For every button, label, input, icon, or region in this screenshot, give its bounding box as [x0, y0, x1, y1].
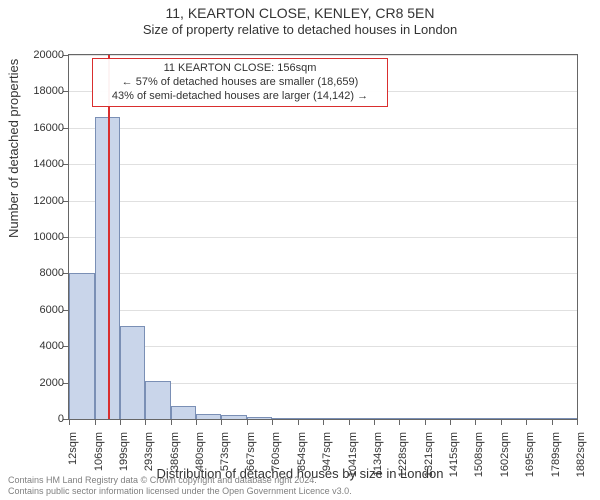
gridline-h — [69, 164, 577, 165]
ytick-label: 10000 — [14, 231, 64, 243]
xtick-label: 1415sqm — [448, 432, 460, 492]
histogram-bar — [323, 418, 349, 419]
xtick-mark — [272, 420, 273, 425]
ytick-label: 6000 — [14, 304, 64, 316]
xtick-mark — [552, 420, 553, 425]
xtick-label: 1695sqm — [524, 432, 536, 492]
histogram-bar — [526, 418, 552, 419]
xtick-mark — [69, 420, 70, 425]
histogram-bar — [120, 326, 146, 419]
ytick-label: 2000 — [14, 377, 64, 389]
property-marker-line — [108, 55, 110, 419]
histogram-bar — [552, 418, 577, 419]
annotation-box: 11 KEARTON CLOSE: 156sqm← 57% of detache… — [92, 58, 388, 107]
annotation-line: ← 57% of detached houses are smaller (18… — [99, 76, 381, 90]
chart-subtitle: Size of property relative to detached ho… — [0, 21, 600, 37]
annotation-line: 43% of semi-detached houses are larger (… — [99, 90, 381, 104]
xtick-label: 1508sqm — [473, 432, 485, 492]
xtick-label: 1134sqm — [372, 432, 384, 492]
xtick-label: 1789sqm — [550, 432, 562, 492]
chart-title: 11, KEARTON CLOSE, KENLEY, CR8 5EN — [0, 0, 600, 21]
histogram-bar — [450, 418, 475, 419]
gridline-h — [69, 273, 577, 274]
xtick-mark — [374, 420, 375, 425]
gridline-h — [69, 128, 577, 129]
gridline-h — [69, 310, 577, 311]
gridline-h — [69, 201, 577, 202]
xtick-label: 1321sqm — [423, 432, 435, 492]
xtick-mark — [120, 420, 121, 425]
histogram-bar — [69, 273, 95, 419]
xtick-mark — [425, 420, 426, 425]
histogram-bar — [399, 418, 424, 419]
histogram-bar — [425, 418, 451, 419]
histogram-bar — [298, 418, 323, 419]
xtick-mark — [399, 420, 400, 425]
xtick-mark — [323, 420, 324, 425]
xtick-mark — [145, 420, 146, 425]
histogram-bar — [501, 418, 526, 419]
xtick-mark — [577, 420, 578, 425]
plot-area — [68, 54, 578, 420]
histogram-bar — [145, 381, 170, 419]
annotation-line: 11 KEARTON CLOSE: 156sqm — [99, 62, 381, 76]
histogram-bar — [171, 406, 197, 419]
xtick-mark — [171, 420, 172, 425]
ytick-label: 8000 — [14, 267, 64, 279]
xtick-mark — [475, 420, 476, 425]
xtick-label: 1602sqm — [499, 432, 511, 492]
attribution-text: Contains HM Land Registry data © Crown c… — [8, 475, 352, 497]
ytick-label: 16000 — [14, 122, 64, 134]
ytick-label: 14000 — [14, 158, 64, 170]
xtick-label: 1228sqm — [397, 432, 409, 492]
attribution-line2: Contains public sector information licen… — [8, 486, 352, 497]
xtick-label: 1882sqm — [575, 432, 587, 492]
ytick-label: 12000 — [14, 195, 64, 207]
xtick-mark — [501, 420, 502, 425]
histogram-bar — [475, 418, 501, 419]
xtick-mark — [526, 420, 527, 425]
xtick-mark — [450, 420, 451, 425]
histogram-bar — [349, 418, 374, 419]
xtick-mark — [221, 420, 222, 425]
histogram-bar — [196, 414, 221, 419]
histogram-bar — [272, 418, 298, 419]
ytick-label: 20000 — [14, 49, 64, 61]
gridline-h — [69, 237, 577, 238]
histogram-bar — [247, 417, 272, 419]
histogram-bar — [221, 415, 247, 419]
xtick-mark — [349, 420, 350, 425]
ytick-label: 4000 — [14, 340, 64, 352]
xtick-mark — [196, 420, 197, 425]
xtick-mark — [298, 420, 299, 425]
attribution-line1: Contains HM Land Registry data © Crown c… — [8, 475, 352, 486]
ytick-label: 0 — [14, 413, 64, 425]
xtick-mark — [95, 420, 96, 425]
gridline-h — [69, 55, 577, 56]
xtick-mark — [247, 420, 248, 425]
chart-container: 11, KEARTON CLOSE, KENLEY, CR8 5EN Size … — [0, 0, 600, 500]
histogram-bar — [374, 418, 400, 419]
ytick-label: 18000 — [14, 85, 64, 97]
